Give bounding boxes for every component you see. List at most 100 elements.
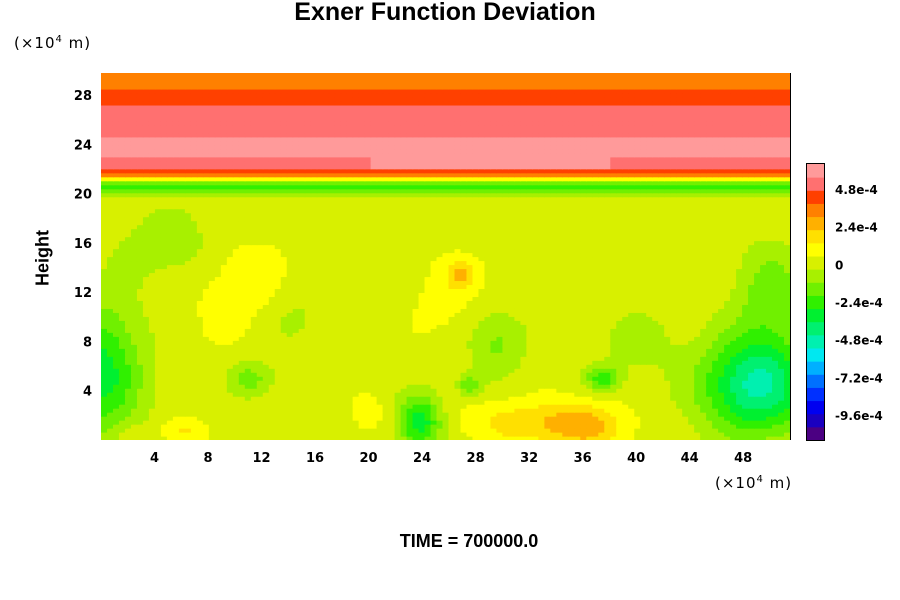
field-cell — [118, 368, 126, 373]
field-cell — [220, 352, 228, 357]
field-cell — [316, 296, 324, 301]
field-cell — [496, 336, 504, 341]
field-cell — [232, 420, 240, 425]
field-cell — [322, 336, 330, 341]
field-cell — [502, 332, 510, 337]
field-cell — [502, 296, 510, 301]
field-cell — [430, 364, 438, 369]
field-cell — [736, 372, 743, 377]
field-cell — [460, 284, 468, 290]
field-cell — [382, 424, 390, 429]
field-cell — [598, 396, 605, 401]
field-cell — [196, 388, 204, 393]
field-cell — [532, 416, 539, 421]
field-cell — [784, 324, 790, 329]
field-cell — [604, 284, 611, 290]
field-cell — [298, 352, 306, 357]
field-cell — [101, 380, 108, 385]
field-cell — [628, 300, 635, 305]
field-cell — [730, 360, 737, 365]
field-cell — [454, 360, 462, 365]
field-cell — [652, 436, 659, 440]
field-cell — [544, 344, 551, 349]
field-cell — [604, 336, 611, 341]
field-cell — [328, 392, 336, 397]
field-cell — [418, 424, 426, 429]
field-cell — [274, 324, 282, 329]
field-cell — [478, 404, 486, 409]
field-cell — [544, 424, 551, 429]
field-cell — [352, 300, 360, 305]
field-cell — [610, 356, 617, 361]
field-cell — [760, 436, 767, 440]
field-cell — [730, 332, 737, 337]
field-cell — [130, 412, 138, 417]
field-cell — [394, 296, 402, 301]
field-cell — [196, 284, 204, 290]
field-cell — [292, 368, 300, 373]
field-cell — [394, 420, 402, 425]
field-cell — [400, 360, 408, 365]
field-cell — [634, 296, 641, 301]
field-cell — [472, 356, 480, 361]
field-cell — [244, 368, 252, 373]
field-cell — [364, 336, 372, 341]
field-cell — [166, 348, 174, 353]
field-cell — [640, 304, 647, 309]
field-cell — [214, 380, 222, 385]
field-cell — [322, 308, 330, 313]
field-cell — [694, 328, 701, 333]
field-cell — [754, 360, 761, 365]
field-cell — [490, 272, 498, 278]
field-cell — [538, 332, 545, 337]
field-cell — [754, 324, 761, 329]
field-cell — [101, 432, 108, 437]
field-cell — [208, 396, 216, 401]
field-cell — [598, 268, 605, 274]
field-cell — [694, 384, 701, 389]
field-cell — [520, 312, 527, 317]
field-cell — [472, 344, 480, 349]
field-cell — [412, 364, 420, 369]
field-cell — [772, 408, 779, 413]
field-cell — [742, 416, 749, 421]
field-cell — [514, 268, 521, 274]
field-cell — [712, 356, 719, 361]
field-cell — [742, 292, 749, 297]
field-cell — [496, 284, 504, 290]
field-cell — [562, 320, 569, 325]
field-cell — [640, 328, 647, 333]
y-unit-suffix: m) — [62, 34, 92, 52]
field-cell — [706, 316, 713, 321]
field-cell — [454, 288, 462, 293]
field-cell — [682, 300, 689, 305]
field-cell — [101, 280, 108, 286]
field-cell — [232, 300, 240, 305]
field-cell — [352, 268, 360, 274]
field-cell — [124, 332, 132, 337]
field-cell — [106, 416, 114, 421]
field-cell — [160, 396, 168, 401]
field-cell — [370, 268, 378, 274]
field-cell — [682, 372, 689, 377]
field-cell — [268, 320, 276, 325]
field-cell — [622, 280, 629, 286]
field-cell — [664, 280, 671, 286]
field-cell — [382, 404, 390, 409]
field-cell — [208, 340, 216, 345]
field-cell — [670, 400, 677, 405]
field-cell — [538, 384, 545, 389]
field-cell — [538, 336, 545, 341]
field-cell — [682, 388, 689, 393]
field-cell — [448, 432, 456, 437]
field-cell — [334, 408, 342, 413]
field-cell — [670, 332, 677, 337]
field-cell — [472, 284, 480, 290]
field-cell — [472, 308, 480, 313]
field-cell — [688, 276, 695, 282]
field-cell — [184, 412, 192, 417]
field-cell — [376, 304, 384, 309]
field-cell — [658, 352, 665, 357]
field-cell — [166, 404, 174, 409]
field-cell — [754, 272, 761, 278]
